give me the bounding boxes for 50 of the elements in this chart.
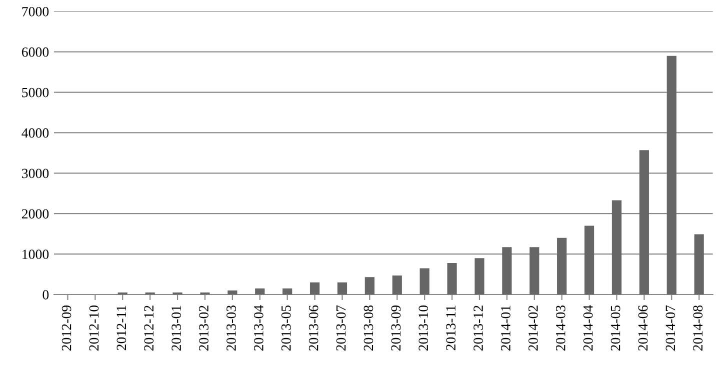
x-tick-label: 2013-05	[281, 305, 291, 351]
y-tick-label: 1000	[22, 250, 49, 260]
y-tick-label: 2000	[22, 209, 49, 219]
x-tick-label: 2012-12	[144, 306, 154, 351]
bar	[392, 275, 402, 294]
x-tick-label: 2013-08	[364, 305, 374, 351]
x-tick-label: 2013-01	[172, 306, 181, 351]
x-tick-label: 2013-06	[308, 305, 318, 351]
bar	[502, 247, 512, 294]
bar	[228, 290, 238, 294]
x-tick-label: 2013-10	[418, 305, 428, 351]
x-tick-label: 2012-11	[116, 306, 126, 350]
bar	[530, 247, 540, 294]
x-tick-label: 2013-11	[446, 306, 456, 350]
x-tick-label: 2013-03	[226, 305, 236, 351]
bar	[420, 268, 430, 294]
bar	[282, 288, 292, 294]
x-tick-label: 2013-09	[391, 305, 401, 351]
bar	[612, 200, 622, 294]
x-tick-label: 2014-03	[556, 305, 566, 351]
x-tick-label: 2012-10	[89, 305, 99, 351]
y-tick-label: 6000	[22, 47, 49, 57]
y-tick-label: 3000	[22, 168, 49, 178]
bar	[447, 262, 457, 294]
x-tick-label: 2014-05	[610, 305, 620, 351]
bar	[474, 258, 484, 294]
x-tick-label: 2014-08	[693, 305, 703, 351]
x-tick-label: 2014-01	[501, 306, 510, 351]
x-tick-label: 2012-09	[62, 305, 72, 351]
x-tick-label: 2014-02	[528, 306, 538, 351]
bar	[337, 282, 348, 294]
y-tick-label: 5000	[22, 88, 49, 98]
y-tick-label: 0	[42, 290, 49, 300]
x-tick-label: 2014-07	[666, 305, 676, 351]
bar	[694, 234, 704, 294]
x-tick-label: 2014-06	[638, 305, 648, 351]
bar	[666, 56, 676, 294]
x-tick-label: 2014-04	[583, 305, 593, 351]
bar	[557, 238, 567, 294]
x-tick-label: 2013-12	[474, 306, 483, 351]
bar	[255, 288, 265, 294]
bar	[310, 282, 320, 294]
y-tick-label: 4000	[22, 128, 49, 138]
y-tick-label: 7000	[22, 6, 49, 16]
x-tick-label: 2013-04	[254, 305, 264, 351]
bar	[364, 277, 374, 294]
bar	[639, 150, 649, 294]
x-tick-label: 2013-02	[199, 306, 208, 351]
bar	[584, 226, 594, 294]
x-tick-label: 2013-07	[336, 305, 346, 351]
